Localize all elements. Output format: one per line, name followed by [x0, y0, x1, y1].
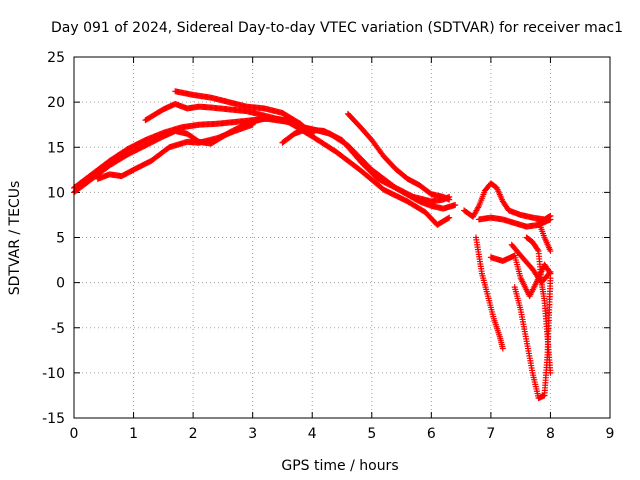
y-tick-label: -10 — [42, 366, 65, 382]
x-tick-label: 0 — [70, 426, 79, 442]
data-point — [452, 202, 459, 209]
axis-ticks: 0 1 2 3 4 5 6 7 8 9 -15 -10 -5 0 5 10 15 20 25 — [42, 50, 614, 442]
data-point — [547, 268, 554, 275]
data-point — [445, 215, 452, 222]
data-point — [499, 345, 506, 352]
x-tick-label: 7 — [486, 426, 495, 442]
x-tick-label: 4 — [308, 426, 317, 442]
series-sat-f — [344, 110, 453, 203]
data-point — [546, 269, 553, 276]
data-point — [547, 275, 554, 282]
data-points — [71, 88, 554, 402]
plot-frame — [73, 56, 611, 419]
data-point — [249, 121, 256, 128]
x-tick-label: 5 — [367, 426, 376, 442]
data-point — [547, 216, 554, 223]
data-point — [534, 246, 541, 253]
x-tick-label: 1 — [129, 426, 138, 442]
series-sat-o — [535, 218, 554, 255]
series-sat-h — [461, 180, 554, 223]
series-sat-n — [511, 275, 554, 402]
y-tick-label: 5 — [56, 231, 65, 247]
y-tick-label: 25 — [47, 50, 65, 66]
data-point — [446, 214, 453, 221]
series-sat-l — [508, 241, 554, 286]
x-axis-label: GPS time / hours — [281, 458, 398, 474]
chart-title: Day 091 of 2024, Sidereal Day-to-day VTE… — [51, 20, 623, 36]
y-tick-label: 0 — [56, 276, 65, 292]
series-sat-a — [71, 115, 304, 191]
y-tick-label: 15 — [47, 140, 65, 156]
y-tick-label: -15 — [42, 411, 65, 427]
x-tick-label: 3 — [248, 426, 257, 442]
data-point — [547, 248, 554, 255]
series-sat-b — [71, 115, 453, 228]
y-axis-label: SDTVAR / TECUs — [7, 181, 23, 296]
series-sat-i — [475, 214, 554, 230]
grid-lines — [74, 57, 610, 418]
y-tick-label: -5 — [51, 321, 65, 337]
series-sat-j — [473, 234, 506, 352]
data-point — [446, 196, 453, 203]
x-tick-label: 6 — [427, 426, 436, 442]
y-tick-label: 20 — [47, 95, 65, 111]
x-tick-label: 9 — [606, 426, 615, 442]
y-tick-label: 10 — [47, 185, 65, 201]
x-tick-label: 2 — [189, 426, 198, 442]
x-tick-label: 8 — [546, 426, 555, 442]
series-sat-g — [94, 121, 256, 182]
